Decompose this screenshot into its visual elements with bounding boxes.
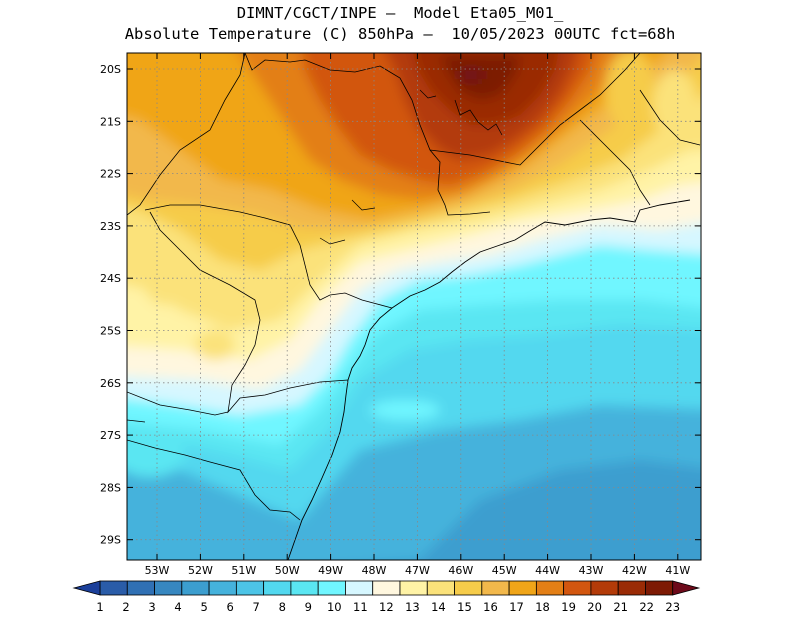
- lon-label: 53W: [145, 564, 170, 577]
- lon-label: 48W: [362, 564, 387, 577]
- lon-label: 43W: [579, 564, 604, 577]
- colorbar-label: 16: [483, 600, 498, 614]
- colorbar-label: 6: [227, 600, 234, 614]
- colorbar-high-arrow: [672, 580, 701, 596]
- colorbar-label: 18: [535, 600, 550, 614]
- colorbar-swatch: [645, 580, 674, 596]
- colorbar-label: 1: [96, 600, 103, 614]
- lon-label: 46W: [448, 564, 473, 577]
- colorbar-label: 20: [587, 600, 602, 614]
- lon-label: 51W: [231, 564, 256, 577]
- colorbar-label: 12: [379, 600, 394, 614]
- lon-label: 47W: [405, 564, 430, 577]
- lon-label: 44W: [535, 564, 560, 577]
- colorbar: [72, 580, 701, 596]
- gridlines: [127, 53, 701, 560]
- colorbar-label: 22: [639, 600, 654, 614]
- colorbar-swatch: [563, 580, 592, 596]
- lat-label: 23S: [100, 220, 121, 233]
- colorbar-swatch: [290, 580, 319, 596]
- colorbar-swatch: [372, 580, 401, 596]
- lat-label: 22S: [100, 168, 121, 181]
- lat-label: 25S: [100, 325, 121, 338]
- colorbar-label: 4: [174, 600, 181, 614]
- lat-label: 29S: [100, 534, 121, 547]
- map-title-line-2: Absolute Temperature (C) 850hPa – 10/05/…: [124, 25, 676, 43]
- colorbar-label: 7: [253, 600, 260, 614]
- lon-label: 42W: [622, 564, 647, 577]
- lat-label: 27S: [100, 429, 121, 442]
- lon-label: 41W: [665, 564, 690, 577]
- colorbar-label: 5: [200, 600, 207, 614]
- lon-label: 49W: [318, 564, 343, 577]
- map-frame: [126, 52, 702, 561]
- colorbar-swatch: [426, 580, 455, 596]
- lat-label: 20S: [100, 63, 121, 76]
- colorbar-swatch: [154, 580, 183, 596]
- colorbar-low-arrow: [72, 580, 101, 596]
- colorbar-label: 9: [305, 600, 312, 614]
- colorbar-label: 10: [327, 600, 342, 614]
- colorbar-label: 11: [353, 600, 368, 614]
- colorbar-swatch: [617, 580, 646, 596]
- colorbar-swatch: [181, 580, 210, 596]
- lat-label: 28S: [100, 481, 121, 494]
- colorbar-swatch: [590, 580, 619, 596]
- colorbar-swatch: [508, 580, 537, 596]
- map-title-line-1: DIMNT/CGCT/INPE – Model Eta05_M01_: [236, 4, 564, 22]
- colorbar-swatch: [99, 580, 128, 596]
- colorbar-swatch: [263, 580, 292, 596]
- colorbar-label: 21: [613, 600, 628, 614]
- colorbar-swatch: [454, 580, 483, 596]
- coastline: [287, 199, 691, 560]
- colorbar-label: 3: [148, 600, 155, 614]
- colorbar-swatch: [208, 580, 237, 596]
- colorbar-labels: 1 2 3 4 5 6 7 8 9 10 11 12 13 14 15 16 17 18 19 20 21 22 23: [96, 600, 680, 614]
- colorbar-swatch: [399, 580, 428, 596]
- colorbar-label: 19: [561, 600, 576, 614]
- map-field: [127, 53, 701, 560]
- colorbar-label: 15: [457, 600, 472, 614]
- colorbar-label: 23: [665, 600, 680, 614]
- state-borders: [127, 53, 701, 521]
- colorbar-swatch: [345, 580, 374, 596]
- colorbar-swatch: [481, 580, 510, 596]
- lat-label: 21S: [100, 115, 121, 128]
- lon-label: 45W: [492, 564, 517, 577]
- longitude-labels: 53W 52W 51W 50W 49W 48W 47W 46W 45W 44W 43W 42W 41W: [145, 53, 690, 577]
- colorbar-label: 2: [122, 600, 129, 614]
- colorbar-label: 17: [509, 600, 524, 614]
- colorbar-swatch: [235, 580, 265, 596]
- lat-label: 26S: [100, 377, 121, 390]
- lon-label: 50W: [275, 564, 300, 577]
- lon-label: 52W: [188, 564, 213, 577]
- colorbar-label: 14: [431, 600, 446, 614]
- lat-label: 24S: [100, 272, 121, 285]
- colorbar-swatch: [126, 580, 155, 596]
- colorbar-label: 13: [405, 600, 420, 614]
- colorbar-swatch: [317, 580, 346, 596]
- latitude-labels: 20S 21S 22S 23S 24S 25S 26S 27S 28S 29S: [100, 63, 701, 547]
- colorbar-swatch: [535, 580, 565, 596]
- colorbar-label: 8: [279, 600, 286, 614]
